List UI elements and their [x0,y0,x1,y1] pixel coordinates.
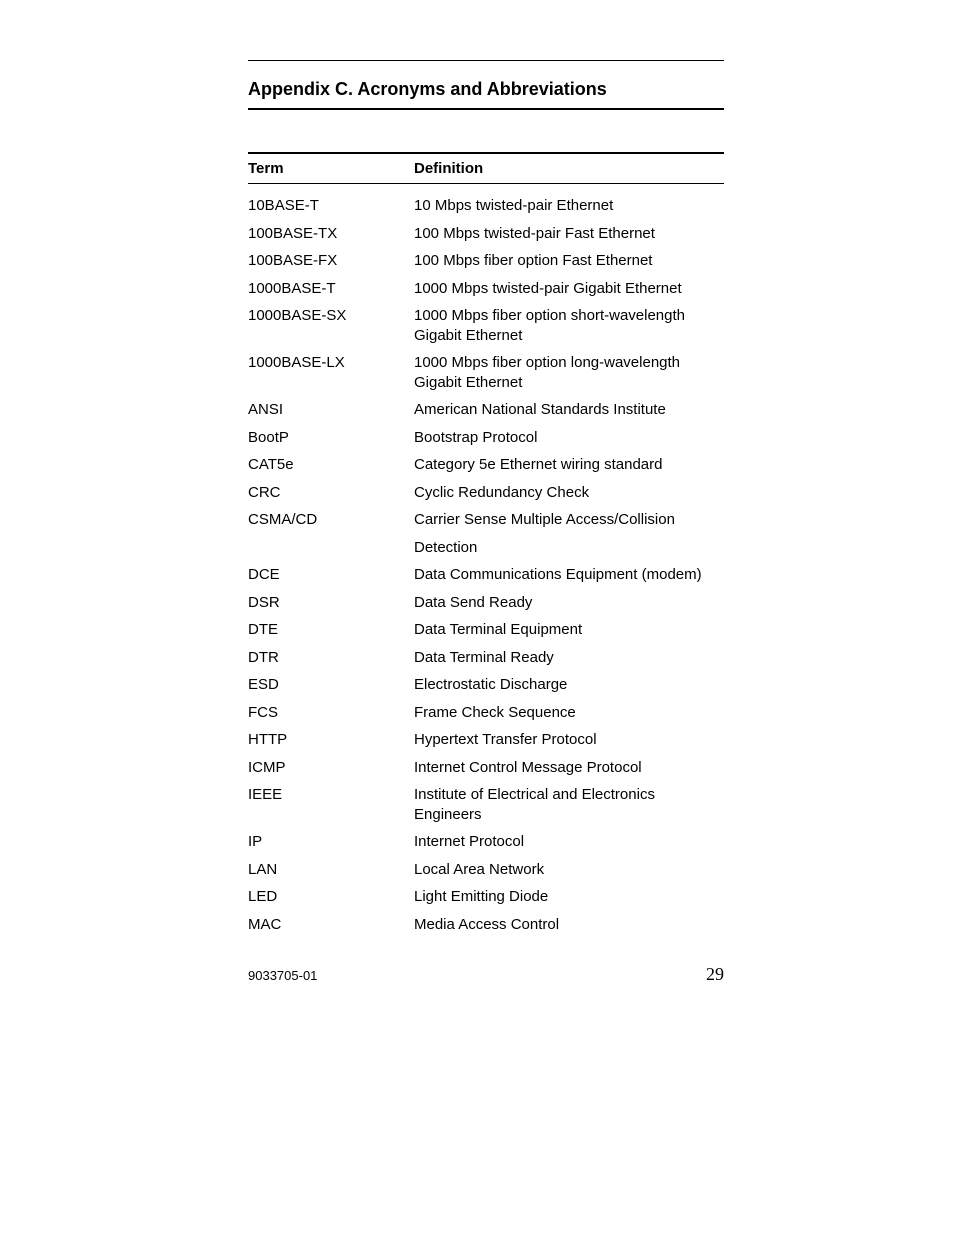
table-body: 10BASE-T10 Mbps twisted-pair Ethernet100… [248,196,724,934]
table-row: ESDElectrostatic Discharge [248,675,724,695]
term-cell: ICMP [248,758,414,778]
page-number: 29 [706,964,724,985]
table-row: MACMedia Access Control [248,915,724,935]
definition-cell: Cyclic Redundancy Check [414,483,714,503]
table-row: ANSIAmerican National Standards Institut… [248,400,724,420]
table-row: HTTPHypertext Transfer Protocol [248,730,724,750]
term-cell: CAT5e [248,455,414,475]
term-cell: HTTP [248,730,414,750]
definition-cell: 100 Mbps fiber option Fast Ethernet [414,251,714,271]
page-footer: 9033705-01 29 [248,964,724,985]
appendix-title: Appendix C. Acronyms and Abbreviations [248,79,724,110]
table-row: DSRData Send Ready [248,593,724,613]
definition-cell: Media Access Control [414,915,714,935]
definition-cell: Light Emitting Diode [414,887,714,907]
definition-cell: Detection [414,538,714,558]
table-row: CRCCyclic Redundancy Check [248,483,724,503]
definition-cell: Institute of Electrical and Electronics … [414,785,714,824]
definition-cell: Category 5e Ethernet wiring standard [414,455,714,475]
term-cell: BootP [248,428,414,448]
term-cell: MAC [248,915,414,935]
table-row: DCEData Communications Equipment (modem) [248,565,724,585]
table-top-rule [248,152,724,160]
table-row: ICMPInternet Control Message Protocol [248,758,724,778]
table-row: 10BASE-T10 Mbps twisted-pair Ethernet [248,196,724,216]
term-cell: 10BASE-T [248,196,414,216]
table-row: IEEEInstitute of Electrical and Electron… [248,785,724,824]
table-row: 1000BASE-LX1000 Mbps fiber option long-w… [248,353,724,392]
table-row: LEDLight Emitting Diode [248,887,724,907]
definition-cell: Data Terminal Equipment [414,620,714,640]
acronyms-table: Term Definition 10BASE-T10 Mbps twisted-… [248,152,724,934]
definition-cell: Local Area Network [414,860,714,880]
definition-cell: Data Terminal Ready [414,648,714,668]
table-row: IPInternet Protocol [248,832,724,852]
header-term: Term [248,160,414,177]
term-cell: FCS [248,703,414,723]
term-cell: 100BASE-FX [248,251,414,271]
term-cell: CSMA/CD [248,510,414,530]
definition-cell: Carrier Sense Multiple Access/Collision [414,510,714,530]
table-row: DTEData Terminal Equipment [248,620,724,640]
definition-cell: 1000 Mbps fiber option short-wavelength … [414,306,714,345]
definition-cell: Internet Protocol [414,832,714,852]
table-row: BootPBootstrap Protocol [248,428,724,448]
term-cell: LAN [248,860,414,880]
term-cell: IEEE [248,785,414,824]
definition-cell: American National Standards Institute [414,400,714,420]
term-cell: 100BASE-TX [248,224,414,244]
term-cell: 1000BASE-SX [248,306,414,345]
definition-cell: 1000 Mbps twisted-pair Gigabit Ethernet [414,279,714,299]
table-row: DTRData Terminal Ready [248,648,724,668]
table-row: 1000BASE-T1000 Mbps twisted-pair Gigabit… [248,279,724,299]
term-cell [248,538,414,558]
definition-cell: Electrostatic Discharge [414,675,714,695]
term-cell: DTE [248,620,414,640]
top-rule [248,60,724,61]
term-cell: IP [248,832,414,852]
definition-cell: 1000 Mbps fiber option long-wavelength G… [414,353,714,392]
header-definition: Definition [414,160,724,177]
term-cell: ANSI [248,400,414,420]
definition-cell: Frame Check Sequence [414,703,714,723]
doc-number: 9033705-01 [248,968,317,983]
table-header-row: Term Definition [248,160,724,184]
term-cell: DSR [248,593,414,613]
term-cell: ESD [248,675,414,695]
table-row: CAT5eCategory 5e Ethernet wiring standar… [248,455,724,475]
table-row: CSMA/CDCarrier Sense Multiple Access/Col… [248,510,724,530]
definition-cell: Data Communications Equipment (modem) [414,565,714,585]
term-cell: 1000BASE-LX [248,353,414,392]
definition-cell: Data Send Ready [414,593,714,613]
definition-cell: 10 Mbps twisted-pair Ethernet [414,196,714,216]
term-cell: DTR [248,648,414,668]
table-row: Detection [248,538,724,558]
term-cell: LED [248,887,414,907]
table-row: 100BASE-TX100 Mbps twisted-pair Fast Eth… [248,224,724,244]
page-content: Appendix C. Acronyms and Abbreviations T… [0,0,954,985]
table-row: 100BASE-FX100 Mbps fiber option Fast Eth… [248,251,724,271]
table-row: FCSFrame Check Sequence [248,703,724,723]
term-cell: 1000BASE-T [248,279,414,299]
term-cell: CRC [248,483,414,503]
definition-cell: Internet Control Message Protocol [414,758,714,778]
definition-cell: 100 Mbps twisted-pair Fast Ethernet [414,224,714,244]
term-cell: DCE [248,565,414,585]
definition-cell: Hypertext Transfer Protocol [414,730,714,750]
definition-cell: Bootstrap Protocol [414,428,714,448]
table-row: LANLocal Area Network [248,860,724,880]
table-row: 1000BASE-SX1000 Mbps fiber option short-… [248,306,724,345]
